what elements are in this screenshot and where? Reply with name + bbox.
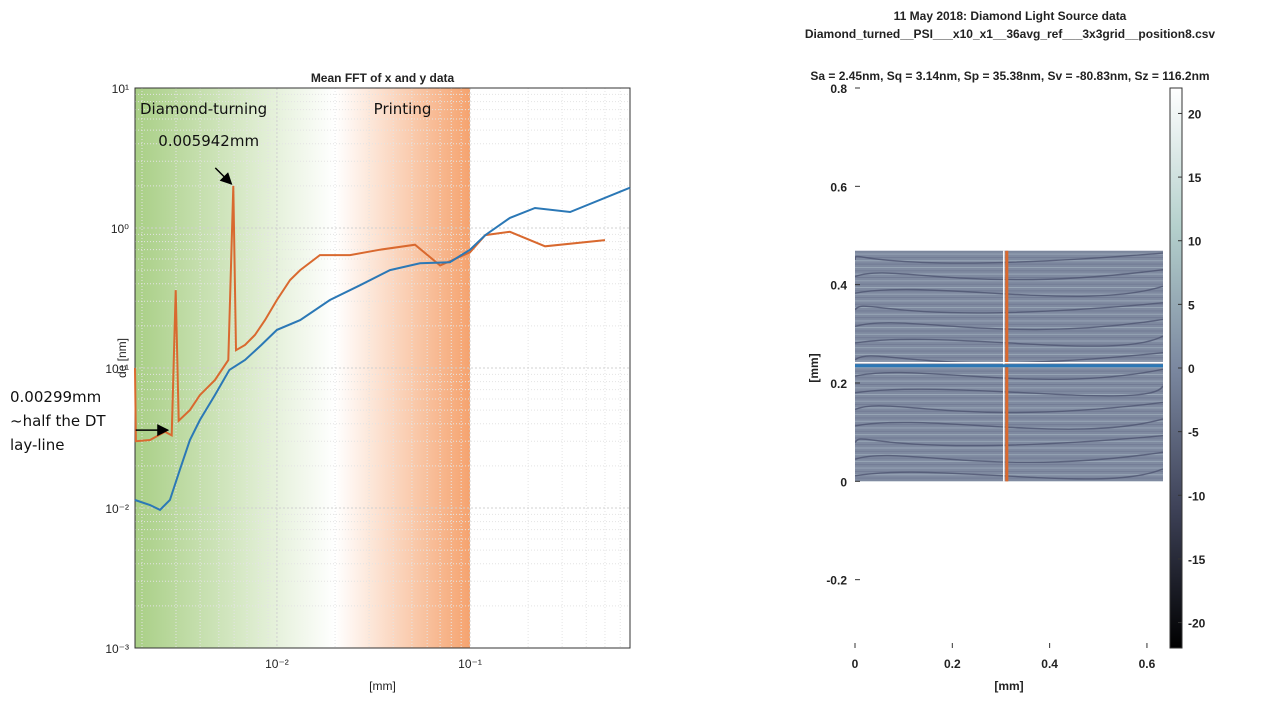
y-tick-label: -0.2 [826, 574, 847, 588]
y-tick-label: 0 [840, 475, 847, 489]
colorbar-tick-label: -5 [1188, 426, 1199, 440]
texture-wave [855, 268, 1163, 281]
y-tick-label: 10⁰ [111, 222, 129, 236]
annotation-arrow [214, 167, 233, 185]
texture-wave [855, 335, 1163, 347]
texture-wave [855, 451, 1163, 464]
texture-wave [855, 318, 1163, 331]
colorbar-tick-label: 10 [1188, 235, 1202, 249]
y-axis-label: [mm] [807, 353, 821, 382]
texture-wave [855, 252, 1163, 264]
chart-title: Diamond_turned__PSI___x10_x1__36avg_ref_… [805, 27, 1216, 41]
x-tick-label: 0.2 [944, 657, 961, 671]
x-tick-label: 0 [852, 657, 859, 671]
colorbar-tick-label: 15 [1188, 171, 1202, 185]
colorbar-tick-label: 5 [1188, 298, 1195, 312]
x-axis-label: [mm] [994, 679, 1023, 693]
y-tick-label: 10⁻³ [105, 642, 129, 656]
texture-wave [855, 368, 1163, 381]
colorbar-tick-label: 20 [1188, 107, 1202, 121]
x-tick-label: 0.4 [1041, 657, 1058, 671]
colorbar-tick-label: -15 [1188, 553, 1206, 567]
colorbar-tick-label: -20 [1188, 617, 1206, 631]
texture-wave [855, 468, 1163, 480]
annotation-text: 0.005942mm [158, 132, 259, 150]
annotation-text: ~half the DT [10, 412, 106, 430]
y-tick-label: 10⁻² [105, 502, 129, 516]
texture-wave [855, 401, 1163, 414]
colorbar-tick-label: 0 [1188, 362, 1195, 376]
y-tick-label: 10¹ [112, 82, 129, 96]
y-tick-label: 0.2 [830, 377, 847, 391]
region-label: Diamond-turning [140, 100, 267, 118]
annotation-text: 0.00299mm [10, 388, 101, 406]
y-tick-label: 0.8 [830, 82, 847, 96]
texture-wave [855, 302, 1163, 314]
y-axis-label: de [nm] [115, 338, 129, 378]
y-tick-label: 10⁻¹ [105, 362, 129, 376]
x-axis-label: [mm] [369, 679, 396, 693]
colorbar-tick-label: -10 [1188, 489, 1206, 503]
chart-subtitle: Sa = 2.45nm, Sq = 3.14nm, Sp = 35.38nm, … [810, 69, 1209, 83]
chart-title: 11 May 2018: Diamond Light Source data [894, 9, 1127, 23]
chart-title: Mean FFT of x and y data [311, 71, 455, 85]
texture-wave [855, 385, 1163, 397]
data-line [134, 186, 631, 512]
texture-wave [855, 434, 1163, 447]
y-tick-label: 0.6 [830, 180, 847, 194]
region-label: Printing [374, 100, 432, 118]
texture-wave [855, 351, 1163, 364]
texture-wave [855, 418, 1163, 430]
x-tick-label: 0.6 [1139, 657, 1156, 671]
y-tick-label: 0.4 [830, 279, 847, 293]
x-tick-label: 10⁻¹ [458, 657, 482, 671]
annotation-text: lay-line [10, 436, 64, 454]
x-tick-label: 10⁻² [265, 657, 289, 671]
